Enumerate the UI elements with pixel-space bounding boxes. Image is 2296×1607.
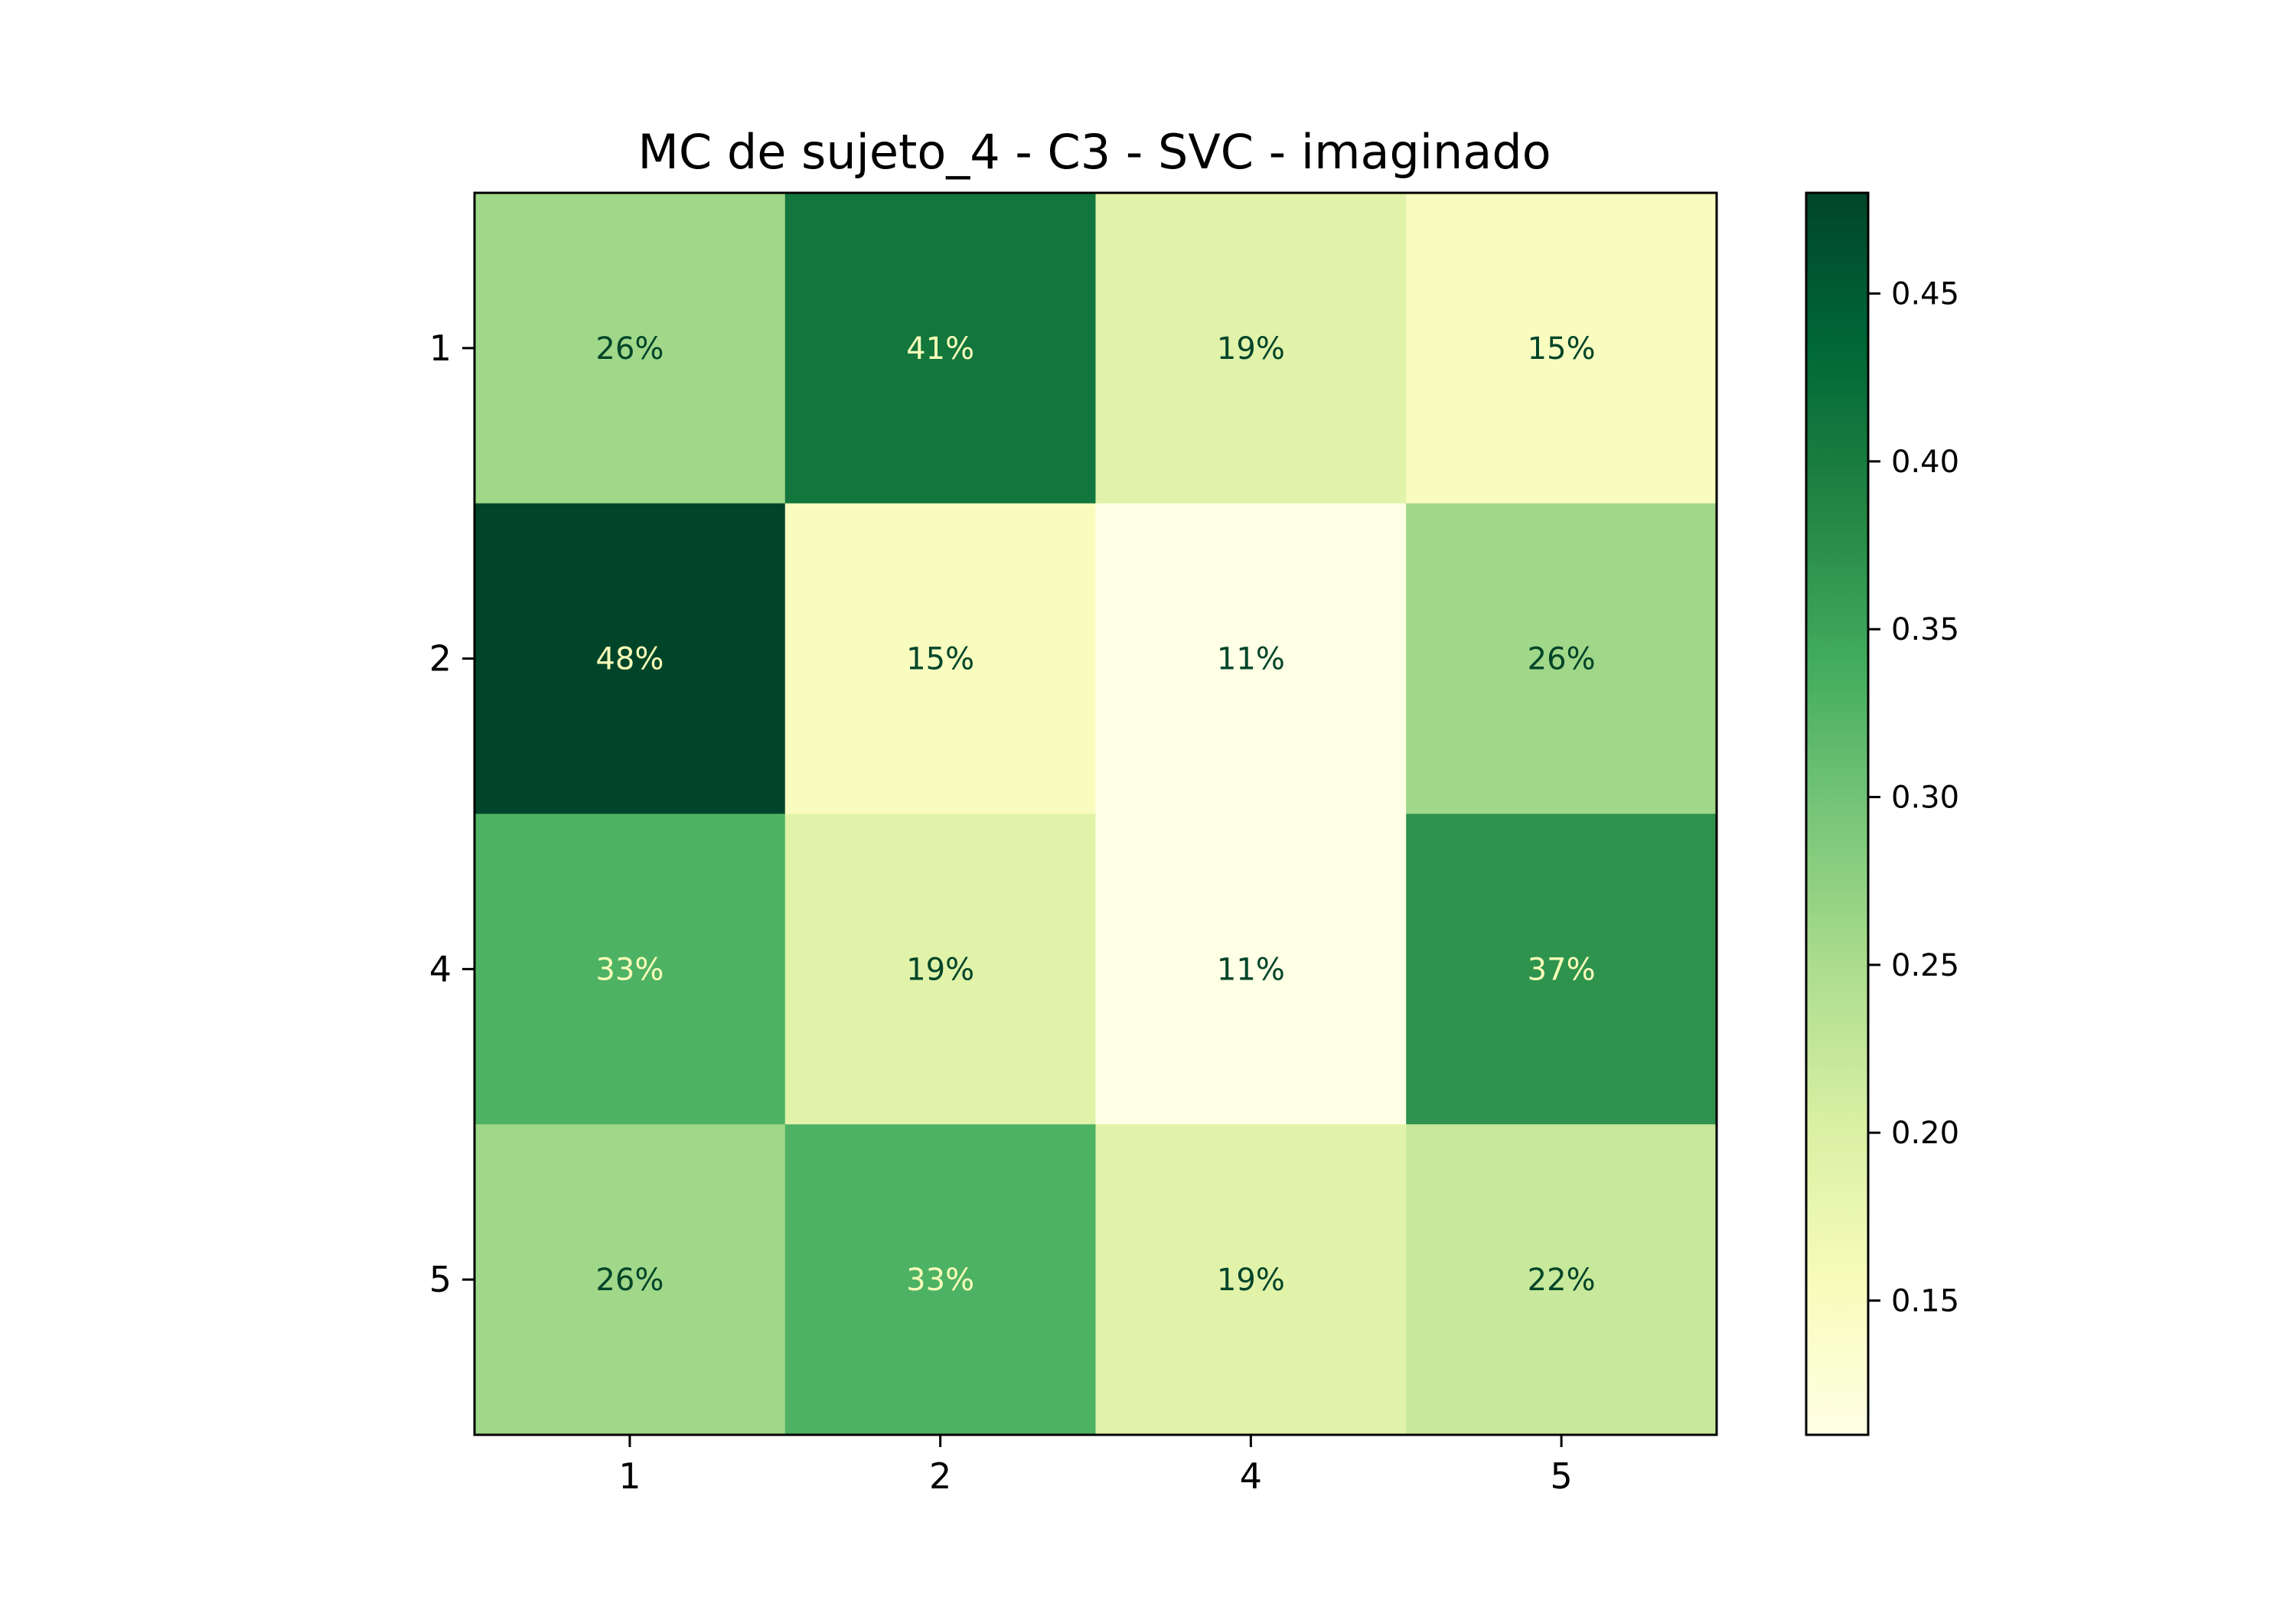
cell-value-label: 15% bbox=[1528, 331, 1596, 367]
plot-frame bbox=[473, 191, 1718, 1436]
heatmap-cell bbox=[784, 813, 1096, 1125]
cell-value-label: 26% bbox=[1528, 642, 1596, 677]
cell-value-label: 11% bbox=[1217, 642, 1285, 677]
x-axis: 1 2 4 5 bbox=[618, 1435, 1573, 1497]
cell-value-label: 26% bbox=[595, 1263, 664, 1298]
cell-value-label: 37% bbox=[1528, 952, 1596, 987]
y-tick-label: 5 bbox=[429, 1259, 452, 1300]
colorbar-tick-label: 0.35 bbox=[1891, 612, 1959, 647]
y-tick-label: 1 bbox=[429, 328, 452, 369]
heatmap-cell bbox=[1406, 813, 1717, 1125]
heatmap-cell bbox=[784, 193, 1096, 504]
heatmap-cell bbox=[1095, 193, 1407, 504]
cell-value-label: 19% bbox=[1217, 331, 1285, 367]
heatmap-cell bbox=[1406, 1124, 1717, 1436]
heatmap-cell bbox=[475, 1124, 786, 1436]
cell-value-label: 33% bbox=[595, 952, 664, 987]
colorbar-tick-label: 0.45 bbox=[1891, 277, 1959, 312]
cell-value-label: 26% bbox=[595, 331, 664, 367]
colorbar bbox=[1805, 191, 1870, 1436]
x-tick-label: 1 bbox=[618, 1455, 641, 1497]
colorbar-tick-label: 0.40 bbox=[1891, 445, 1959, 480]
heatmap-cells bbox=[475, 193, 1717, 1436]
heatmap-cell bbox=[1095, 1124, 1407, 1436]
heatmap-cell bbox=[1095, 503, 1407, 814]
heatmap-cell bbox=[1095, 813, 1407, 1125]
x-tick-label: 2 bbox=[929, 1455, 951, 1497]
heatmap-cell bbox=[1406, 503, 1717, 814]
cell-value-label: 15% bbox=[906, 642, 974, 677]
cell-value-label: 19% bbox=[1217, 1263, 1285, 1298]
heatmap-cell bbox=[475, 193, 786, 504]
cell-value-label: 22% bbox=[1528, 1263, 1596, 1298]
heatmap-cell bbox=[784, 503, 1096, 814]
cell-value-label: 48% bbox=[595, 642, 664, 677]
colorbar-tick-label: 0.25 bbox=[1891, 948, 1959, 983]
colorbar-tick-label: 0.15 bbox=[1891, 1284, 1959, 1319]
y-axis: 1 2 4 5 bbox=[429, 328, 475, 1300]
cell-value-label: 19% bbox=[906, 952, 974, 987]
y-tick-label: 2 bbox=[429, 638, 452, 680]
cell-value-label: 33% bbox=[906, 1263, 974, 1298]
y-tick-label: 4 bbox=[429, 948, 452, 989]
heatmap-cell-labels: 26% 41% 19% 15% 48% 15% 11% 26% 33% 19% 11% 37% 26% 3… bbox=[595, 331, 1595, 1298]
x-tick-label: 4 bbox=[1240, 1455, 1262, 1497]
heatmap-cell bbox=[475, 813, 786, 1125]
heatmap-cell bbox=[475, 503, 786, 814]
heatmap-cell bbox=[1406, 193, 1717, 504]
colorbar-axis: 0.15 0.20 0.25 0.30 0.35 0.40 0.45 bbox=[1868, 277, 1959, 1319]
cell-value-label: 41% bbox=[906, 331, 974, 367]
heatmap-cell bbox=[784, 1124, 1096, 1436]
colorbar-tick-label: 0.20 bbox=[1891, 1116, 1959, 1151]
x-tick-label: 5 bbox=[1550, 1455, 1572, 1497]
chart-title: MC de sujeto_4 - C3 - SVC - imaginado bbox=[638, 124, 1551, 180]
colorbar-tick-label: 0.30 bbox=[1891, 781, 1959, 816]
cell-value-label: 11% bbox=[1217, 952, 1285, 987]
